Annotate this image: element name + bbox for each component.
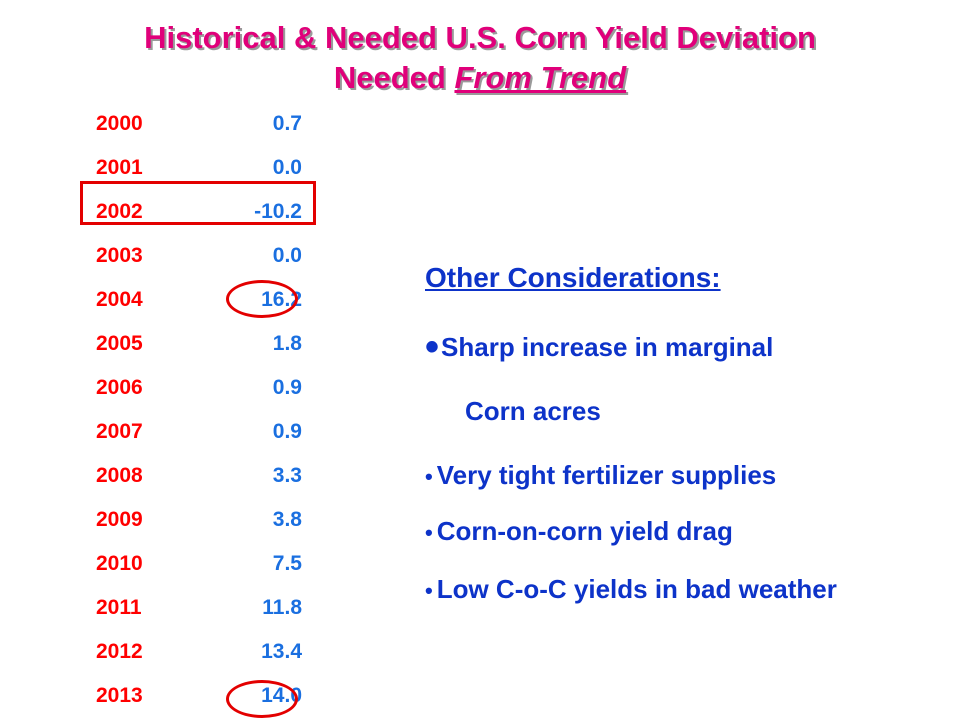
year-cell: 2002	[96, 200, 143, 223]
consideration-text: Very tight fertilizer supplies	[436, 460, 777, 490]
table-row: 2008 3.3	[60, 456, 330, 500]
consideration-item: • Low C-o-C yields in bad weather	[425, 572, 945, 608]
consideration-item: • Corn-on-corn yield drag	[425, 514, 945, 550]
deviation-cell: 0.9	[272, 376, 302, 399]
deviation-cell: 0.0	[272, 156, 302, 179]
year-cell: 2013	[96, 684, 143, 707]
consideration-item: •Sharp increase in marginal	[425, 325, 945, 369]
deviation-cell: 1.8	[272, 332, 302, 355]
year-cell: 2006	[96, 376, 143, 399]
deviation-cell: 3.8	[272, 508, 302, 531]
consideration-text: Corn acres	[465, 396, 601, 426]
deviation-cell: 13.4	[261, 640, 302, 663]
highlight-rectangle-2002	[80, 181, 316, 225]
consideration-text: Low C-o-C yields in bad weather	[436, 574, 837, 604]
year-cell: 2004	[96, 288, 143, 311]
year-cell: 2001	[96, 156, 143, 179]
table-row: 2002 -10.2	[60, 192, 330, 236]
deviation-cell: 11.8	[262, 596, 302, 619]
deviation-cell: 0.0	[272, 244, 302, 267]
year-cell: 2009	[96, 508, 143, 531]
deviation-cell: 0.7	[272, 112, 302, 135]
title-line-2-underlined: From Trend	[454, 60, 627, 95]
table-row: 2010 7.5	[60, 544, 330, 588]
bullet-mark: •	[425, 464, 433, 489]
year-cell: 2012	[96, 640, 143, 663]
table-row: 2012 13.4	[60, 632, 330, 676]
considerations-heading: Other Considerations:	[425, 262, 721, 293]
year-cell: 2008	[96, 464, 143, 487]
highlight-oval-2004	[226, 280, 298, 318]
title-line-2: Needed From Trend	[0, 58, 960, 98]
year-cell: 2011	[96, 596, 142, 619]
table-row: 2003 0.0	[60, 236, 330, 280]
consideration-item: Corn acres	[425, 394, 960, 428]
year-cell: 2000	[96, 112, 143, 135]
table-row: 2007 0.9	[60, 412, 330, 456]
consideration-text: Sharp increase in marginal	[441, 332, 774, 362]
highlight-oval-2013	[226, 680, 298, 718]
deviation-cell: -10.2	[254, 200, 302, 223]
table-row: 2005 1.8	[60, 324, 330, 368]
table-row: 2006 0.9	[60, 368, 330, 412]
year-cell: 2007	[96, 420, 143, 443]
bullet-mark: •	[425, 578, 433, 603]
bullet-mark: •	[425, 325, 440, 369]
table-row: 2009 3.8	[60, 500, 330, 544]
year-cell: 2003	[96, 244, 143, 267]
title-line-1: Historical & Needed U.S. Corn Yield Devi…	[144, 20, 816, 55]
bullet-mark: •	[425, 520, 433, 545]
table-row: 2011 11.8	[60, 588, 330, 632]
consideration-text: Corn-on-corn yield drag	[436, 516, 733, 546]
slide-title: Historical & Needed U.S. Corn Yield Devi…	[0, 18, 960, 98]
table-row: 2001 0.0	[60, 148, 330, 192]
year-cell: 2010	[96, 552, 143, 575]
deviation-cell: 7.5	[272, 552, 302, 575]
deviation-cell: 0.9	[272, 420, 302, 443]
title-line-2-prefix: Needed	[333, 60, 455, 95]
year-cell: 2005	[96, 332, 143, 355]
consideration-item: • Very tight fertilizer supplies	[425, 458, 945, 494]
table-row: 2000 0.7	[60, 104, 330, 148]
deviation-cell: 3.3	[272, 464, 302, 487]
